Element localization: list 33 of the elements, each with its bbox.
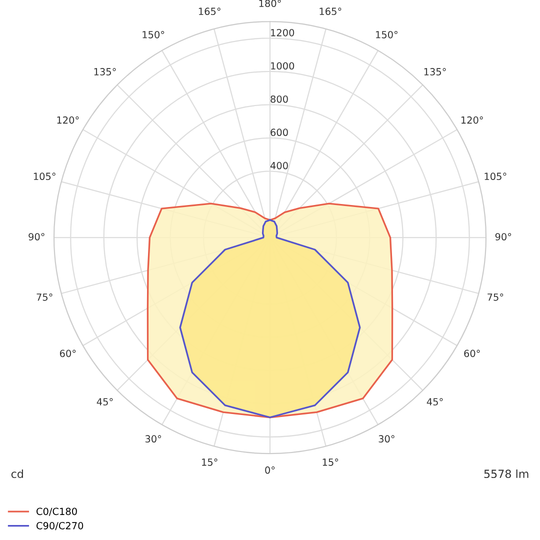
text: 5578 lm: [484, 469, 528, 478]
y-tick-label: 400: [270, 162, 288, 170]
spoke-label: 135°: [424, 68, 446, 76]
spoke-label: 75°: [488, 293, 504, 301]
text: cd: [11, 469, 23, 478]
spoke-label: 150°: [376, 30, 398, 38]
spoke-label: 180°: [259, 0, 281, 8]
spoke-label: 135°: [94, 68, 116, 76]
spoke-label: 165°: [320, 8, 342, 16]
spoke-label: 105°: [484, 172, 506, 180]
spoke-label: 0°: [265, 466, 275, 474]
spoke-label: 45°: [96, 398, 113, 406]
spoke-label: 165°: [198, 8, 220, 16]
spoke-label: 75°: [36, 293, 52, 301]
y-tick-label: 1000: [271, 62, 294, 70]
spoke-label: 30°: [378, 435, 394, 443]
spoke-label: 15°: [202, 458, 218, 466]
spoke-label: 120°: [57, 116, 79, 124]
spoke-label: 150°: [142, 30, 164, 38]
legend-label: C90/C270: [36, 522, 84, 530]
y-tick-label: 800: [270, 95, 288, 103]
y-tick-label: 1200: [271, 28, 294, 36]
spoke-label: 120°: [461, 116, 483, 124]
spoke-label: 60°: [60, 350, 76, 358]
spoke-label: 45°: [426, 398, 443, 406]
spoke-label: 90°: [28, 233, 44, 240]
spoke-label: 30°: [145, 435, 162, 443]
y-tick-label: 600: [270, 128, 288, 136]
spoke-label: 15°: [322, 458, 338, 466]
legend-label: C0/C180: [36, 508, 77, 516]
spoke-label: 90°: [495, 233, 512, 240]
spoke-label: 60°: [464, 350, 480, 358]
spoke-label: 105°: [34, 172, 56, 180]
